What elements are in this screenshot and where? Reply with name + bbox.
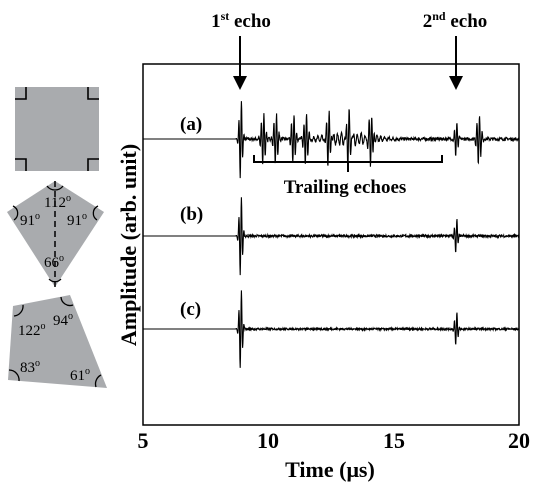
kite-angle-right: 91o bbox=[67, 211, 87, 229]
first-echo-label: 1st echo bbox=[211, 9, 271, 32]
second-echo-arrow bbox=[449, 36, 463, 90]
first-echo-arrow bbox=[233, 36, 247, 90]
waveform-trace-c bbox=[143, 290, 520, 368]
x-tick-label: 10 bbox=[257, 428, 279, 453]
waveform-trace-b bbox=[143, 197, 520, 276]
series-label-c: (c) bbox=[180, 299, 201, 320]
x-tick-label: 20 bbox=[508, 428, 530, 453]
shape-square bbox=[15, 87, 99, 171]
quad-angle-top-right: 94o bbox=[53, 311, 73, 329]
quad-angle-top-left: 122o bbox=[18, 321, 46, 339]
y-axis-label: Amplitude (arb. unit) bbox=[116, 144, 141, 346]
kite-angle-top: 112o bbox=[44, 193, 71, 211]
shape-kite: 112o 91o 91o 66o bbox=[7, 181, 104, 287]
second-echo-label: 2nd echo bbox=[423, 9, 488, 32]
x-axis-label: Time (μs) bbox=[285, 457, 375, 482]
waveform-trace-a bbox=[143, 101, 520, 179]
waveform-traces bbox=[143, 101, 520, 368]
x-tick-label: 15 bbox=[383, 428, 405, 453]
shape-quadrilateral: 122o 94o 83o 61o bbox=[8, 295, 107, 388]
plot-frame bbox=[142, 63, 520, 426]
kite-angle-bottom: 66o bbox=[44, 253, 64, 271]
quad-angle-bottom-left: 83o bbox=[20, 358, 40, 376]
kite-angle-left: 91o bbox=[20, 211, 40, 229]
series-label-b: (b) bbox=[180, 204, 203, 225]
trailing-echoes-label: Trailing echoes bbox=[284, 177, 407, 198]
x-tick-label: 5 bbox=[138, 428, 149, 453]
series-label-a: (a) bbox=[180, 114, 202, 135]
quad-angle-bottom-right: 61o bbox=[70, 366, 90, 384]
